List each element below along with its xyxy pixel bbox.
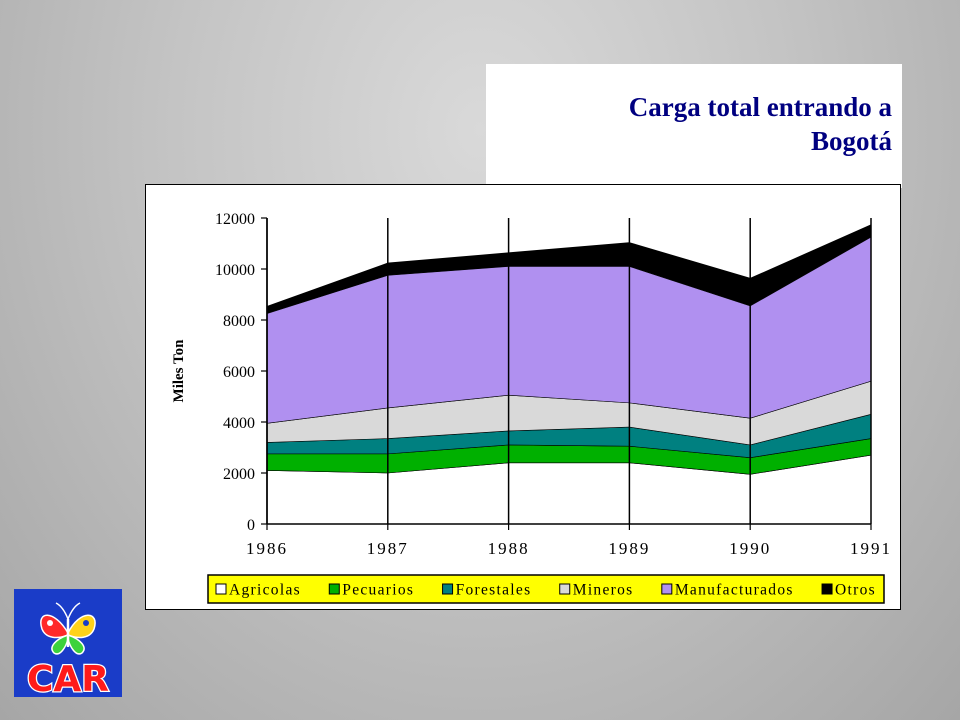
slide-title: Carga total entrando a Bogotá xyxy=(628,92,892,156)
area-otros xyxy=(267,224,871,314)
y-tick-label-8000: 8000 xyxy=(223,313,255,330)
legend-box xyxy=(207,574,885,604)
logo-text: CAR xyxy=(27,659,109,697)
x-tick-label-1988: 1988 xyxy=(488,539,530,558)
y-tick-label-4000: 4000 xyxy=(223,415,255,432)
legend-label-otros: Otros xyxy=(835,582,876,599)
y-tick-label-10000: 10000 xyxy=(215,262,255,279)
legend-label-manufacturados: Manufacturados xyxy=(675,582,794,599)
legend-swatch-agricolas xyxy=(215,583,227,595)
legend-swatch-mineros xyxy=(559,583,571,595)
y-tick-label-2000: 2000 xyxy=(223,466,255,483)
y-axis-label: Miles Ton xyxy=(171,339,187,403)
legend-swatch-forestales xyxy=(442,583,454,595)
x-tick-label-1987: 1987 xyxy=(367,539,409,558)
legend-swatch-pecuarios xyxy=(328,583,340,595)
legend-label-mineros: Mineros xyxy=(573,582,634,599)
title-panel: Carga total entrando a Bogotá xyxy=(486,64,902,188)
legend-label-pecuarios: Pecuarios xyxy=(342,582,414,599)
y-tick-label-6000: 6000 xyxy=(223,364,255,381)
x-tick-label-1991: 1991 xyxy=(850,539,892,558)
y-tick-label-0: 0 xyxy=(247,517,255,534)
x-tick-label-1990: 1990 xyxy=(729,539,771,558)
y-tick-label-12000: 12000 xyxy=(215,211,255,228)
car-logo: CAR xyxy=(14,589,122,701)
legend-swatch-otros xyxy=(821,583,833,595)
chart-panel: 0 2000 4000 6000 8000 10000 12000 1986 1987 1988 1… xyxy=(145,184,901,610)
x-tick-label-1989: 1989 xyxy=(608,539,650,558)
butterfly-icon: CAR xyxy=(14,589,122,701)
x-tick-label-1986: 1986 xyxy=(246,539,288,558)
legend-label-forestales: Forestales xyxy=(456,582,532,599)
legend-swatch-manufacturados xyxy=(661,583,673,595)
stacked-area-chart: 0 2000 4000 6000 8000 10000 12000 1986 1987 1988 1… xyxy=(171,211,892,604)
legend-label-agricolas: Agricolas xyxy=(229,582,301,599)
